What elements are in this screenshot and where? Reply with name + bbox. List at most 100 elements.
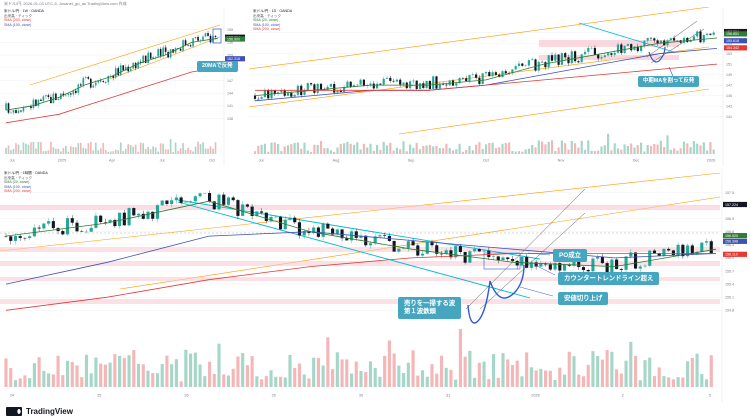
candle-body: [114, 68, 117, 78]
candle-body: [329, 83, 332, 87]
volume-bar: [709, 355, 713, 387]
candle-body: [465, 78, 468, 81]
ma-line-sma20: [5, 200, 717, 268]
volume-bar: [712, 149, 715, 154]
volume-bar: [491, 354, 496, 387]
price-tick-label: 156.3: [725, 243, 734, 247]
candle-body: [706, 33, 709, 36]
candle-body: [525, 256, 529, 268]
volume-bar: [517, 151, 521, 154]
volume-bar: [445, 143, 448, 154]
candle-body: [640, 45, 643, 52]
volume-bar: [454, 379, 458, 387]
volume-bar: [630, 143, 633, 154]
time-tick-label: Oct: [209, 159, 216, 163]
volume-bar: [706, 150, 709, 154]
volume-bar: [339, 143, 342, 154]
candle-body: [15, 110, 17, 114]
volume-bar: [47, 373, 51, 387]
volume-bar: [310, 151, 313, 154]
price-tick-label: 147: [726, 83, 732, 87]
candle-body: [94, 215, 98, 228]
candle-body: [369, 83, 372, 86]
volume-bar: [345, 359, 349, 387]
candle-body: [378, 235, 382, 237]
candle-body: [182, 40, 184, 51]
candle-body: [253, 95, 257, 99]
volume-bar: [67, 151, 70, 154]
candle-body: [504, 71, 507, 74]
volume-bar: [669, 149, 672, 154]
downtrend-line: [578, 22, 675, 53]
candle-body: [695, 251, 699, 255]
volume-bar: [416, 375, 420, 387]
volume-bar: [402, 141, 405, 154]
volume-bar: [119, 142, 122, 154]
candle-body: [610, 53, 613, 55]
volume-bar: [539, 368, 543, 387]
volume-bar: [109, 151, 112, 154]
candle-body: [689, 40, 692, 43]
candle-body: [537, 61, 540, 71]
candle-body: [70, 93, 72, 95]
candle-body: [442, 83, 445, 85]
price-badge: [723, 251, 747, 257]
volume-bar: [136, 363, 141, 387]
candle-body: [564, 53, 567, 58]
candle-body: [312, 227, 316, 233]
volume-bar: [42, 151, 45, 154]
candle-body: [406, 241, 410, 248]
volume-bar: [387, 340, 391, 387]
candle-body: [65, 94, 67, 96]
volume-bar: [581, 376, 586, 387]
price-tick-label: 157.5: [725, 191, 734, 195]
candle-body: [80, 231, 84, 232]
volume-bar: [10, 150, 12, 154]
candle-body: [263, 90, 266, 98]
volume-bar: [278, 376, 283, 387]
volume-bar: [97, 150, 100, 154]
weekly-annotation-box: [212, 28, 222, 44]
volume-bar: [586, 364, 590, 387]
volume-bar: [87, 143, 90, 154]
candle-body: [286, 92, 290, 96]
price-badge: [225, 56, 245, 62]
tradingview-logo[interactable]: TradingView: [6, 407, 73, 416]
volume-bar: [463, 356, 467, 387]
price-badge-label: 155.618: [726, 39, 739, 43]
lower-channel-line: [119, 196, 721, 290]
candle-body: [57, 99, 60, 101]
volume-bar: [607, 133, 610, 154]
volume-bar: [544, 370, 548, 387]
candle-body: [435, 245, 439, 254]
volume-bar: [591, 351, 595, 387]
price-badge: [723, 233, 747, 239]
candle-body: [475, 74, 478, 78]
weekly-chart-panel[interactable]: 138141144147150153156159157.224156.90015…: [0, 7, 246, 166]
price-badge: [724, 38, 747, 44]
candle-body: [439, 253, 444, 255]
candle-body: [30, 106, 32, 109]
upper-channel-line: [249, 7, 710, 70]
volume-bar: [514, 151, 517, 154]
price-tick-label: 141: [227, 104, 233, 108]
volume-bar: [57, 148, 60, 154]
volume-bar: [458, 328, 462, 387]
candle-body: [517, 63, 521, 67]
candle-body: [144, 55, 147, 64]
volume-bar: [449, 369, 453, 387]
candle-body: [550, 55, 554, 61]
candle-body: [676, 244, 680, 256]
price-tick-label: 155: [726, 41, 732, 45]
candle-body: [147, 52, 149, 64]
daily-chart-panel[interactable]: 141143145147149151153155157157.224156.85…: [249, 7, 748, 166]
candle-body: [700, 242, 704, 252]
volume-bar: [504, 142, 507, 154]
callout-mid-ma-break-rebound: 中期MAを割って反発: [638, 76, 700, 87]
hourly-chart-panel[interactable]: 154.8 155.1 155.4 155.7 156.0 156.3 156.6 156.9…: [0, 169, 748, 402]
volume-bar: [610, 351, 614, 387]
volume-bar: [184, 349, 188, 387]
volume-bar: [144, 148, 147, 154]
daily-annotation-curve: [648, 46, 666, 63]
volume-bar: [570, 140, 573, 154]
